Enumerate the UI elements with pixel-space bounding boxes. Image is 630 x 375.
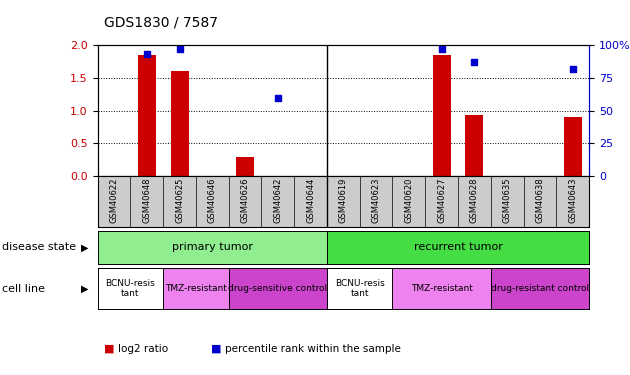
Text: GSM40619: GSM40619 xyxy=(339,178,348,223)
Text: GSM40643: GSM40643 xyxy=(568,178,577,223)
Text: GDS1830 / 7587: GDS1830 / 7587 xyxy=(104,15,218,29)
Text: GSM40642: GSM40642 xyxy=(273,178,282,223)
Text: GSM40627: GSM40627 xyxy=(437,178,446,223)
Text: GSM40628: GSM40628 xyxy=(470,178,479,223)
Text: cell line: cell line xyxy=(2,284,45,294)
Text: drug-sensitive control: drug-sensitive control xyxy=(228,284,328,293)
Bar xyxy=(466,115,483,176)
Text: GSM40648: GSM40648 xyxy=(142,178,151,223)
Text: GSM40635: GSM40635 xyxy=(503,178,512,223)
Point xyxy=(469,59,479,65)
Text: log2 ratio: log2 ratio xyxy=(118,344,168,354)
Text: percentile rank within the sample: percentile rank within the sample xyxy=(225,344,401,354)
Text: BCNU-resis
tant: BCNU-resis tant xyxy=(106,279,155,298)
Text: ▶: ▶ xyxy=(81,243,88,252)
Text: ■: ■ xyxy=(104,344,115,354)
Text: GSM40620: GSM40620 xyxy=(404,178,413,223)
Text: BCNU-resis
tant: BCNU-resis tant xyxy=(335,279,384,298)
Text: recurrent tumor: recurrent tumor xyxy=(413,243,503,252)
Point xyxy=(273,94,283,100)
Point xyxy=(568,66,578,72)
Text: TMZ-resistant: TMZ-resistant xyxy=(165,284,227,293)
Text: disease state: disease state xyxy=(2,243,76,252)
Text: GSM40625: GSM40625 xyxy=(175,178,184,223)
Text: drug-resistant control: drug-resistant control xyxy=(491,284,589,293)
Text: ▶: ▶ xyxy=(81,284,88,294)
Bar xyxy=(236,157,254,176)
Text: GSM40644: GSM40644 xyxy=(306,178,315,223)
Text: GSM40623: GSM40623 xyxy=(372,178,381,223)
Text: GSM40646: GSM40646 xyxy=(208,178,217,223)
Bar xyxy=(564,117,581,176)
Point xyxy=(175,46,185,52)
Text: GSM40626: GSM40626 xyxy=(241,178,249,223)
Text: GSM40638: GSM40638 xyxy=(536,178,544,224)
Bar xyxy=(171,71,188,176)
Bar xyxy=(433,55,450,176)
Text: TMZ-resistant: TMZ-resistant xyxy=(411,284,472,293)
Text: primary tumor: primary tumor xyxy=(172,243,253,252)
Text: ■: ■ xyxy=(211,344,222,354)
Bar xyxy=(138,55,156,176)
Point xyxy=(142,51,152,57)
Text: GSM40622: GSM40622 xyxy=(110,178,118,223)
Point xyxy=(437,46,447,52)
